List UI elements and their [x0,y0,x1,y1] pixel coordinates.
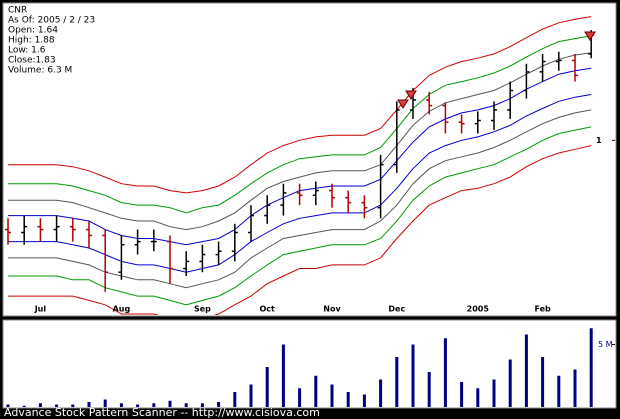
signal-marker [397,99,409,109]
volume-bar [573,369,577,407]
volume-bar [557,375,561,407]
volume-bar [541,357,545,407]
volume-bar [411,344,415,407]
signal-marker [584,31,596,41]
signal-marker [405,90,417,100]
volume-bar [168,400,172,407]
volume-bar [87,402,91,407]
x-tick-label: Feb [534,305,551,314]
y-tick-label: 5 M [598,340,613,349]
band-line [8,35,592,214]
volume-bar [249,384,253,407]
x-tick-label: Dec [388,305,405,314]
price-panel [2,2,617,317]
volume-bar [314,375,318,407]
volume-bar [233,392,237,407]
volume-bar [492,379,496,407]
volume-bars [6,328,593,407]
volume-bar [119,403,123,407]
info-line: Volume: 6.3 M [8,66,72,76]
volume-panel [2,319,617,409]
band-line [8,52,592,231]
volume-bar [508,359,512,407]
info-line: As Of: 2005 / 2 / 23 [8,16,95,26]
y-tick-label: 1 [596,136,602,145]
volume-bar [184,403,188,407]
volume-bar [38,403,42,407]
x-tick-label: Oct [260,305,276,314]
volume-bar [55,404,59,407]
price-bars [5,30,595,292]
volume-bar [443,338,447,407]
volume-bar [379,379,383,407]
x-tick-label: Jul [34,305,47,314]
volume-bar [152,403,156,407]
volume-bar [103,399,107,407]
volume-bar [6,404,10,407]
volume-bar [346,392,350,407]
volume-bar [589,328,593,407]
info-line: Open: 1.64 [8,26,58,36]
volume-bar [476,388,480,407]
x-tick-label: Nov [323,305,341,314]
info-line: High: 1.88 [8,36,55,46]
footer: Advance Stock Pattern Scanner -- http://… [4,406,320,419]
volume-bar [330,384,334,407]
volume-bar [200,403,204,407]
info-line: Low: 1.6 [8,46,46,56]
band-line [8,145,592,315]
x-tick-label: Sep [194,305,211,314]
volume-bar [22,405,26,407]
volume-bar [460,382,464,407]
volume-bar [395,357,399,407]
volume-bar [281,344,285,407]
volume-bar [362,394,366,407]
x-tick-label: Aug [113,305,131,314]
info-line: CNR [8,6,27,16]
volume-bar [71,404,75,407]
band-line [8,16,592,194]
info-line: Close:1.83 [8,56,56,66]
x-tick-label: 2005 [467,305,490,314]
volume-bar [427,372,431,407]
volume-bar [265,367,269,407]
volume-bar [217,402,221,407]
volume-bar [298,388,302,407]
volume-bar [136,404,140,407]
volume-bar [524,334,528,407]
